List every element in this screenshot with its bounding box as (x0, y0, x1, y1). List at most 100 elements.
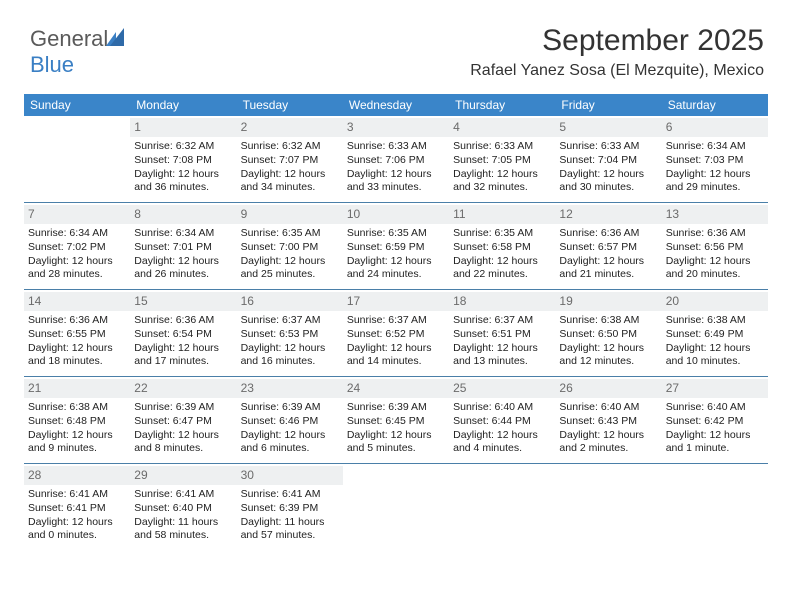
sunrise-text: Sunrise: 6:33 AM (347, 140, 445, 153)
sunrise-text: Sunrise: 6:35 AM (347, 227, 445, 240)
location-label: Rafael Yanez Sosa (El Mezquite), Mexico (470, 62, 764, 80)
daylight-text: Daylight: 12 hours and 13 minutes. (453, 342, 551, 368)
logo-text-1: General (30, 26, 108, 51)
day-cell: 23Sunrise: 6:39 AMSunset: 6:46 PMDayligh… (237, 377, 343, 463)
day-cell: 25Sunrise: 6:40 AMSunset: 6:44 PMDayligh… (449, 377, 555, 463)
sunrise-text: Sunrise: 6:35 AM (453, 227, 551, 240)
day-cell: 13Sunrise: 6:36 AMSunset: 6:56 PMDayligh… (662, 203, 768, 289)
weekday-header: Tuesday (237, 94, 343, 116)
day-cell: 18Sunrise: 6:37 AMSunset: 6:51 PMDayligh… (449, 290, 555, 376)
sunrise-text: Sunrise: 6:34 AM (134, 227, 232, 240)
week-row: 28 Sunrise: 6:41 AM Sunset: 6:41 PM Dayligh… (24, 463, 768, 550)
sunset-text: Sunset: 7:05 PM (453, 154, 551, 167)
day-cell: 7Sunrise: 6:34 AMSunset: 7:02 PMDaylight… (24, 203, 130, 289)
weekday-header: Sunday (24, 94, 130, 116)
day-cell: 27Sunrise: 6:40 AMSunset: 6:42 PMDayligh… (662, 377, 768, 463)
day-cell: 2Sunrise: 6:32 AMSunset: 7:07 PMDaylight… (237, 116, 343, 202)
weekday-header: Saturday (662, 94, 768, 116)
day-number: 18 (449, 292, 555, 311)
logo: General Blue (30, 26, 124, 78)
day-cell: 3Sunrise: 6:33 AMSunset: 7:06 PMDaylight… (343, 116, 449, 202)
day-cell: 14Sunrise: 6:36 AMSunset: 6:55 PMDayligh… (24, 290, 130, 376)
daylight-text: Daylight: 12 hours and 2 minutes. (559, 429, 657, 455)
day-cell: 5Sunrise: 6:33 AMSunset: 7:04 PMDaylight… (555, 116, 661, 202)
sunset-text: Sunset: 6:55 PM (28, 328, 126, 341)
header: September 2025 Rafael Yanez Sosa (El Mez… (470, 24, 764, 80)
sunset-text: Sunset: 6:50 PM (559, 328, 657, 341)
logo-text-2: Blue (30, 52, 74, 77)
sunrise-text: Sunrise: 6:36 AM (559, 227, 657, 240)
weekday-header: Thursday (449, 94, 555, 116)
weekday-header-row: Sunday Monday Tuesday Wednesday Thursday… (24, 94, 768, 116)
sunrise-text: Sunrise: 6:40 AM (666, 401, 764, 414)
sunset-text: Sunset: 7:02 PM (28, 241, 126, 254)
daylight-text: Daylight: 12 hours and 32 minutes. (453, 168, 551, 194)
sunrise-text: Sunrise: 6:36 AM (28, 314, 126, 327)
day-cell: . (662, 464, 768, 550)
sunrise-text: Sunrise: 6:37 AM (241, 314, 339, 327)
day-cell: 19Sunrise: 6:38 AMSunset: 6:50 PMDayligh… (555, 290, 661, 376)
daylight-text: Daylight: 12 hours and 17 minutes. (134, 342, 232, 368)
daylight-text: Daylight: 12 hours and 16 minutes. (241, 342, 339, 368)
weekday-header: Friday (555, 94, 661, 116)
sunrise-text: Sunrise: 6:39 AM (134, 401, 232, 414)
day-number: 28 (24, 466, 130, 485)
daylight-text: Daylight: 11 hours and 57 minutes. (241, 516, 339, 542)
daylight-text: Daylight: 12 hours and 33 minutes. (347, 168, 445, 194)
weekday-header: Wednesday (343, 94, 449, 116)
sunset-text: Sunset: 6:42 PM (666, 415, 764, 428)
sunset-text: Sunset: 6:43 PM (559, 415, 657, 428)
day-cell: 29Sunrise: 6:41 AMSunset: 6:40 PMDayligh… (130, 464, 236, 550)
daylight-text: Daylight: 12 hours and 10 minutes. (666, 342, 764, 368)
calendar: Sunday Monday Tuesday Wednesday Thursday… (24, 94, 768, 550)
day-cell: 24Sunrise: 6:39 AMSunset: 6:45 PMDayligh… (343, 377, 449, 463)
sunset-text: Sunset: 6:52 PM (347, 328, 445, 341)
sunset-text: Sunset: 6:41 PM (28, 502, 126, 515)
sunrise-text: Sunrise: 6:33 AM (559, 140, 657, 153)
sunrise-text: Sunrise: 6:40 AM (559, 401, 657, 414)
sunset-text: Sunset: 7:01 PM (134, 241, 232, 254)
sunrise-text: Sunrise: 6:41 AM (241, 488, 339, 501)
daylight-text: Daylight: 12 hours and 34 minutes. (241, 168, 339, 194)
day-number: 22 (130, 379, 236, 398)
week-row: 7Sunrise: 6:34 AMSunset: 7:02 PMDaylight… (24, 202, 768, 289)
sunset-text: Sunset: 6:45 PM (347, 415, 445, 428)
day-number: 8 (130, 205, 236, 224)
day-number: 11 (449, 205, 555, 224)
day-cell: . (555, 464, 661, 550)
day-cell: 8Sunrise: 6:34 AMSunset: 7:01 PMDaylight… (130, 203, 236, 289)
day-cell: 22Sunrise: 6:39 AMSunset: 6:47 PMDayligh… (130, 377, 236, 463)
sunrise-text: Sunrise: 6:36 AM (666, 227, 764, 240)
day-cell: 17Sunrise: 6:37 AMSunset: 6:52 PMDayligh… (343, 290, 449, 376)
day-cell: 1Sunrise: 6:32 AMSunset: 7:08 PMDaylight… (130, 116, 236, 202)
sunset-text: Sunset: 6:49 PM (666, 328, 764, 341)
sunset-text: Sunset: 6:54 PM (134, 328, 232, 341)
day-cell: 30Sunrise: 6:41 AMSunset: 6:39 PMDayligh… (237, 464, 343, 550)
sunset-text: Sunset: 7:04 PM (559, 154, 657, 167)
sunrise-text: Sunrise: 6:41 AM (134, 488, 232, 501)
day-cell: 11Sunrise: 6:35 AMSunset: 6:58 PMDayligh… (449, 203, 555, 289)
daylight-text: Daylight: 12 hours and 8 minutes. (134, 429, 232, 455)
sunset-text: Sunset: 6:51 PM (453, 328, 551, 341)
daylight-text: Daylight: 12 hours and 25 minutes. (241, 255, 339, 281)
sunset-text: Sunset: 6:46 PM (241, 415, 339, 428)
daylight-text: Daylight: 11 hours and 58 minutes. (134, 516, 232, 542)
day-cell: 10Sunrise: 6:35 AMSunset: 6:59 PMDayligh… (343, 203, 449, 289)
day-cell: . (449, 464, 555, 550)
sunrise-text: Sunrise: 6:39 AM (347, 401, 445, 414)
sunset-text: Sunset: 6:57 PM (559, 241, 657, 254)
day-cell: 4Sunrise: 6:33 AMSunset: 7:05 PMDaylight… (449, 116, 555, 202)
sunrise-text: Sunrise: 6:36 AM (134, 314, 232, 327)
daylight-text: Daylight: 12 hours and 12 minutes. (559, 342, 657, 368)
day-number: 7 (24, 205, 130, 224)
daylight-text: Daylight: 12 hours and 4 minutes. (453, 429, 551, 455)
sunset-text: Sunset: 6:59 PM (347, 241, 445, 254)
day-number: 2 (237, 118, 343, 137)
daylight-text: Daylight: 12 hours and 1 minute. (666, 429, 764, 455)
weekday-header: Monday (130, 94, 236, 116)
daylight-text: Daylight: 12 hours and 28 minutes. (28, 255, 126, 281)
daylight-text: Daylight: 12 hours and 9 minutes. (28, 429, 126, 455)
sunset-text: Sunset: 6:44 PM (453, 415, 551, 428)
logo-triangle-icon-2 (110, 28, 124, 46)
day-number: 16 (237, 292, 343, 311)
